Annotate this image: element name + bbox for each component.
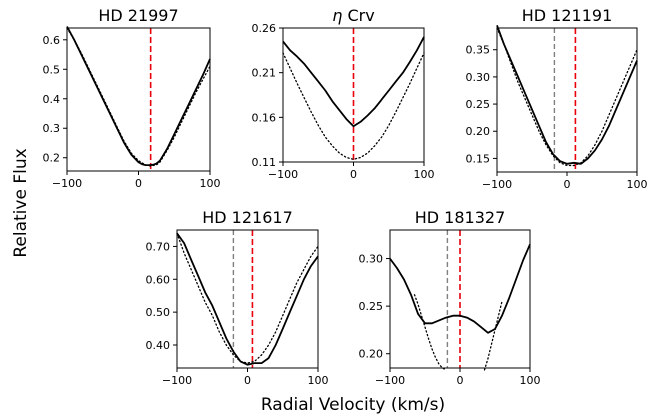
model-line <box>413 294 447 371</box>
panel-title: HD 121191 <box>522 6 613 25</box>
x-tick-label: 0 <box>564 178 571 191</box>
x-tick-label: 100 <box>308 374 329 387</box>
x-tick-label: −100 <box>482 178 512 191</box>
model-line <box>282 52 425 160</box>
y-axis-label: Relative Flux <box>11 148 31 257</box>
y-tick-label: 0.20 <box>466 125 491 138</box>
x-axis-label: Radial Velocity (km/s) <box>261 395 445 415</box>
y-tick-label: 0.30 <box>359 253 384 266</box>
model-line <box>176 232 319 364</box>
model-line <box>66 27 211 167</box>
x-tick-label: −100 <box>52 177 82 190</box>
y-tick-label: 0.2 <box>43 152 61 165</box>
panels: HD 21997 −100 0 100 0.2 0.3 0.4 0.5 0.6 η Crv −100… <box>43 6 648 387</box>
y-tick-label: 0.50 <box>146 306 171 319</box>
y-tick-label: 0.26 <box>252 22 277 35</box>
y-tick-label: 0.11 <box>252 156 277 169</box>
y-tick-label: 0.35 <box>466 44 491 57</box>
panel-2: η Crv −100 0 100 0.11 0.16 0.21 0.26 <box>252 6 435 181</box>
x-tick-label: 0 <box>457 374 464 387</box>
y-tick-label: 0.20 <box>359 348 384 361</box>
panel-1: HD 21997 −100 0 100 0.2 0.3 0.4 0.5 0.6 <box>43 6 221 190</box>
x-tick-label: 0 <box>244 374 251 387</box>
x-tick-label: 100 <box>200 177 221 190</box>
panel-title-rest: Crv <box>342 6 374 25</box>
x-tick-label: −100 <box>162 374 192 387</box>
panel-3: HD 121191 −100 0 100 0.15 0.20 0.25 0.30 0.35 <box>466 6 648 191</box>
panel-title: HD 21997 <box>98 6 178 25</box>
model-line <box>496 27 638 167</box>
x-tick-label: 100 <box>414 168 435 181</box>
y-tick-label: 0.25 <box>359 300 384 313</box>
x-tick-label: −100 <box>375 374 405 387</box>
y-tick-label: 0.70 <box>146 240 171 253</box>
y-tick-label: 0.6 <box>43 34 61 47</box>
y-tick-label: 0.3 <box>43 122 61 135</box>
y-tick-label: 0.40 <box>146 339 171 352</box>
panel-4: HD 121617 −100 0 100 0.40 0.50 0.60 0.70 <box>146 208 329 387</box>
panel-title: HD 181327 <box>415 208 506 227</box>
y-tick-label: 0.30 <box>466 71 491 84</box>
panel-title-italic: η <box>332 6 342 25</box>
panel-frame <box>176 229 319 369</box>
x-tick-label: 100 <box>627 178 648 191</box>
x-tick-label: 100 <box>520 374 541 387</box>
panel-5: HD 181327 −100 0 100 0.20 0.25 0.30 <box>359 208 541 387</box>
observed-line <box>496 24 638 165</box>
y-tick-label: 0.15 <box>466 152 491 165</box>
panel-title: η Crv <box>332 6 374 25</box>
panel-title: HD 121617 <box>202 208 293 227</box>
y-tick-label: 0.16 <box>252 111 277 124</box>
observed-line <box>282 36 425 128</box>
y-tick-label: 0.25 <box>466 98 491 111</box>
y-tick-label: 0.5 <box>43 63 61 76</box>
x-tick-label: −100 <box>268 168 298 181</box>
x-tick-label: 0 <box>135 177 142 190</box>
y-tick-label: 0.60 <box>146 273 171 286</box>
observed-line <box>66 26 211 166</box>
y-tick-label: 0.21 <box>252 67 277 80</box>
observed-line <box>389 243 531 334</box>
x-tick-label: 0 <box>350 168 357 181</box>
model-line <box>483 300 503 371</box>
y-tick-label: 0.4 <box>43 93 61 106</box>
observed-line <box>176 232 319 366</box>
panel-frame <box>66 27 211 172</box>
